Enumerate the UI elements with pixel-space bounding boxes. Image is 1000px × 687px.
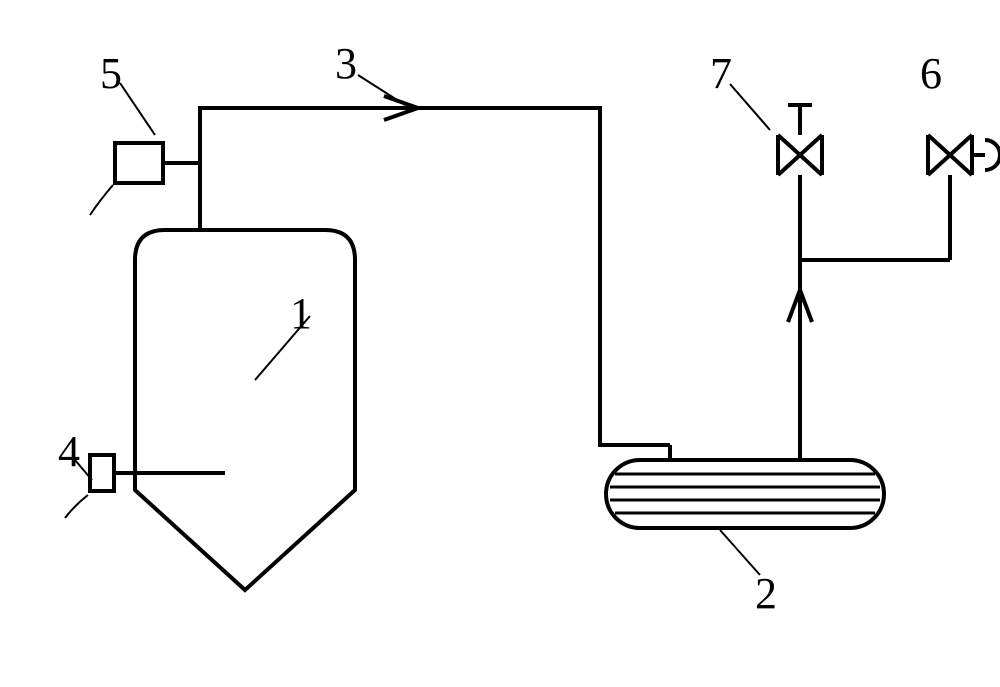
heat-exchanger-2 [606,445,884,528]
valve-6 [928,135,1000,195]
label-2: 2 [755,568,777,619]
pipe-3 [200,96,670,445]
label-1: 1 [290,288,312,339]
process-diagram [0,0,1000,687]
tank-1 [135,230,355,590]
label-4: 4 [58,426,80,477]
label-7: 7 [710,48,732,99]
device-4 [65,455,225,518]
label-6: 6 [920,48,942,99]
label-5: 5 [100,48,122,99]
device-5 [90,143,200,215]
pipe-exchanger-outlet [788,195,950,460]
valve-7 [778,105,822,195]
label-3: 3 [335,38,357,89]
